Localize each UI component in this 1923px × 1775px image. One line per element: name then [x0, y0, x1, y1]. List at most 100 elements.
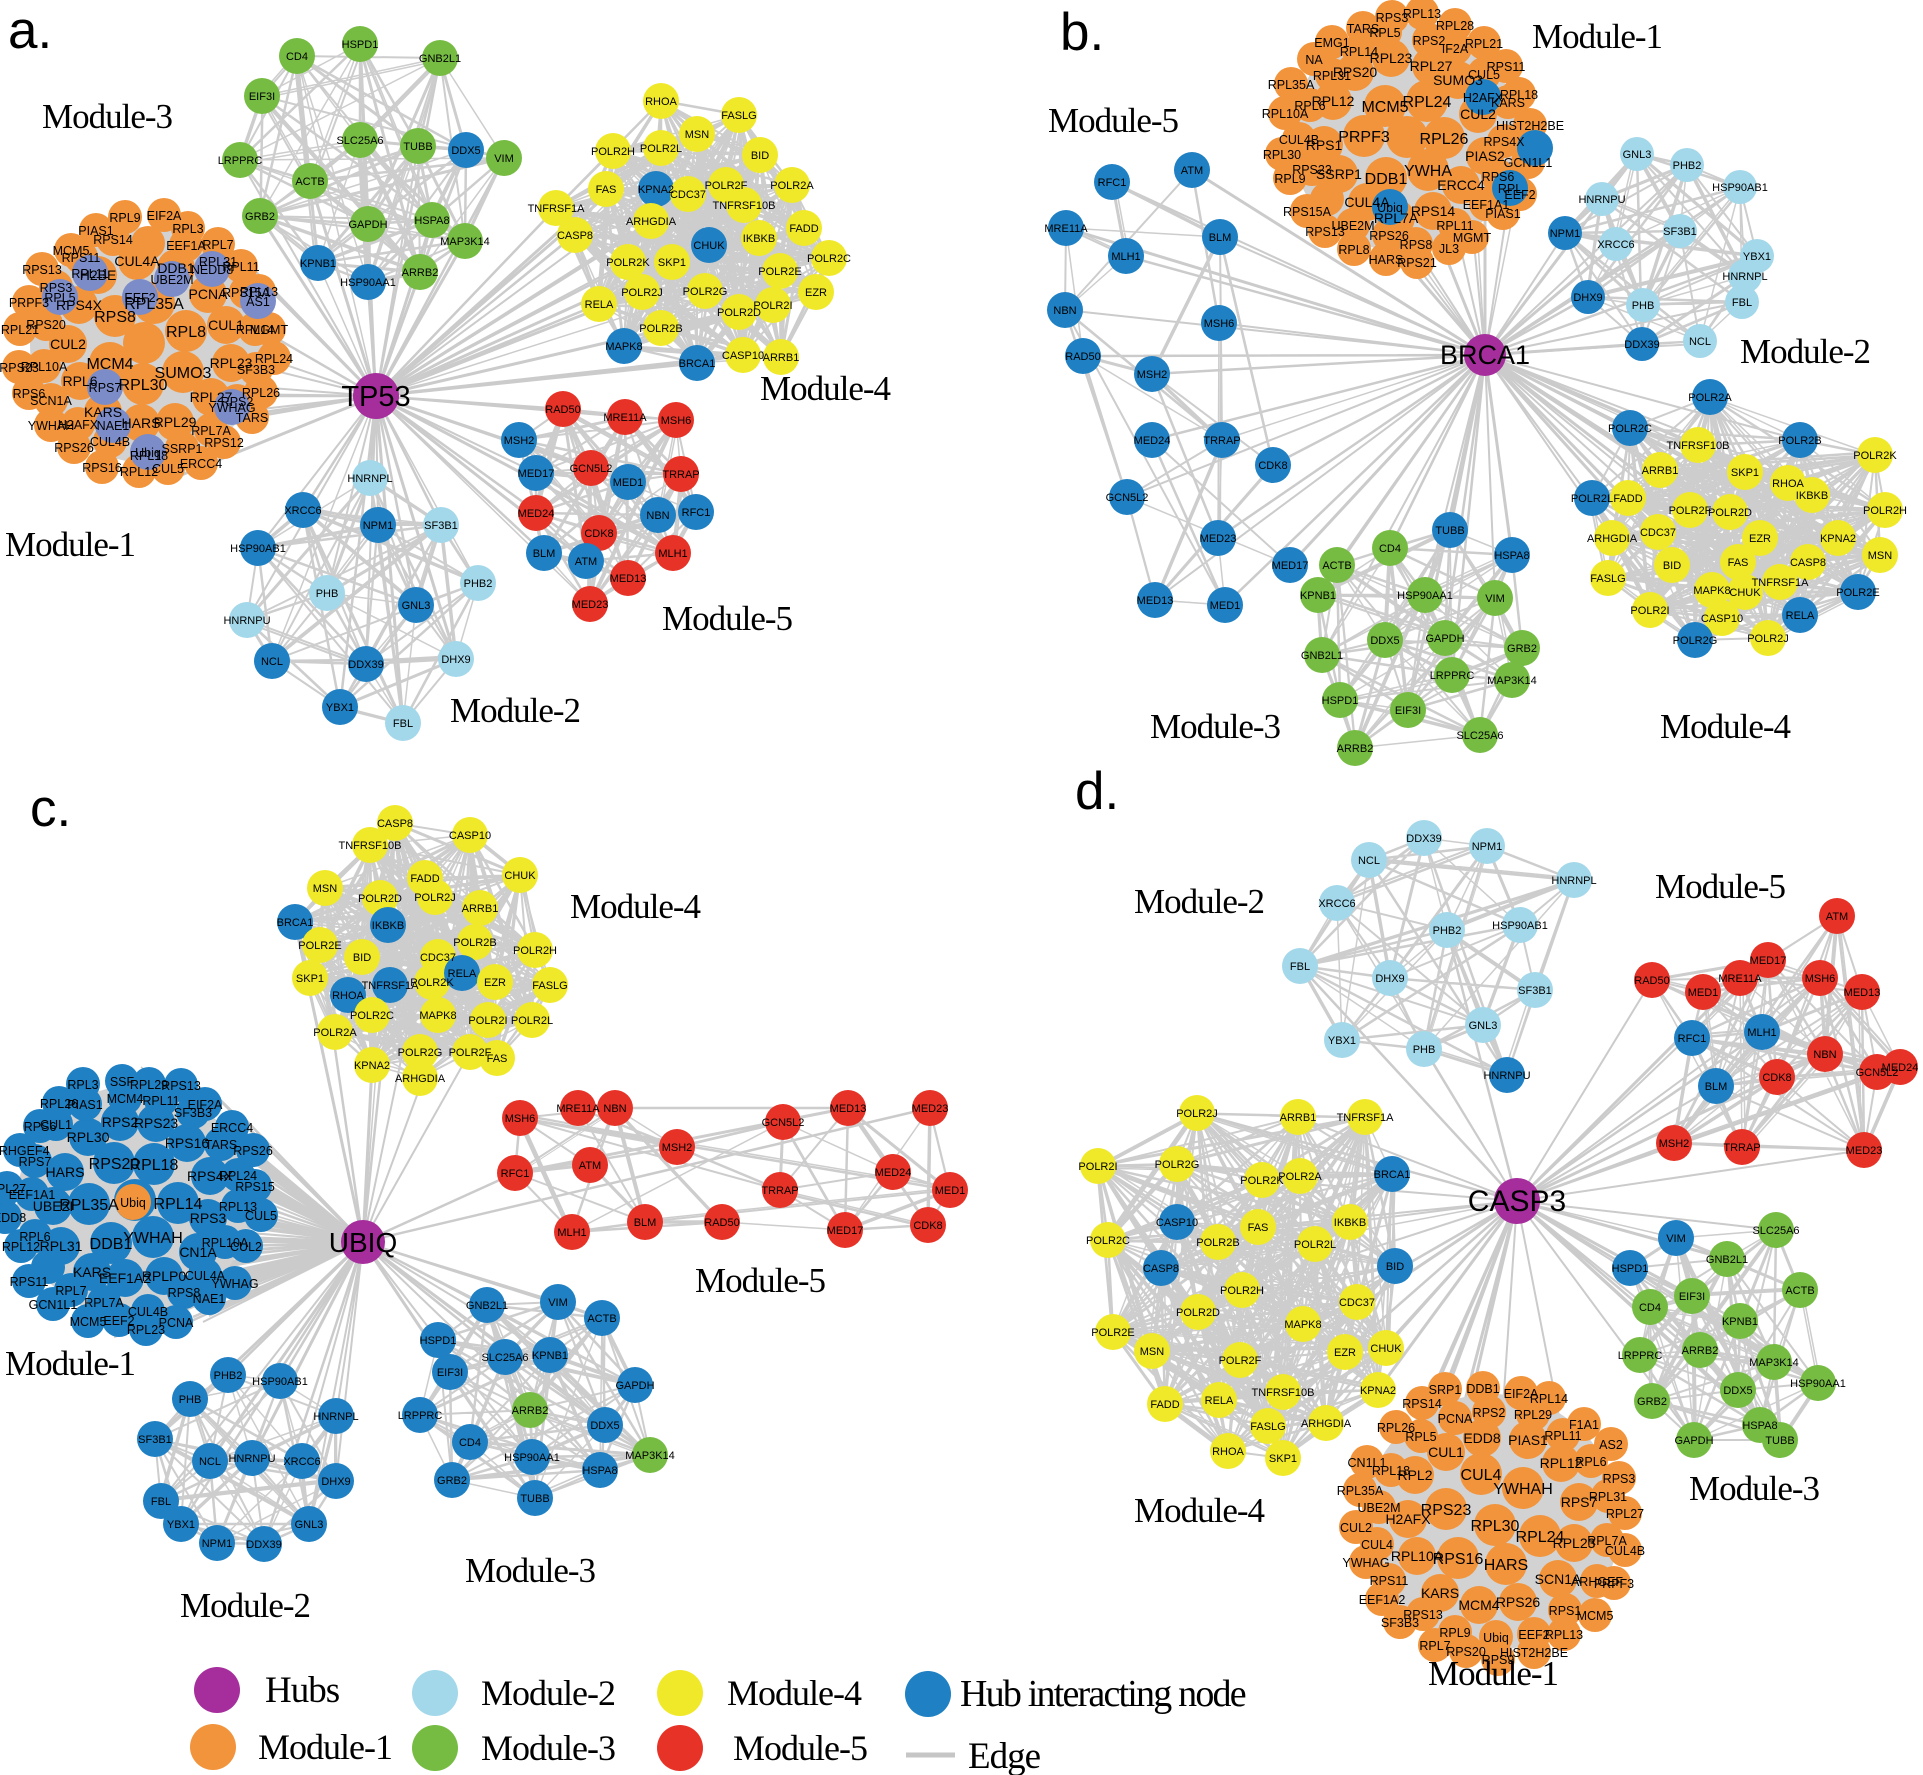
- svg-text:FBL: FBL: [393, 718, 413, 730]
- svg-text:RPL21: RPL21: [1465, 37, 1503, 51]
- svg-text:GRB2: GRB2: [437, 1475, 467, 1487]
- svg-text:POLR2A: POLR2A: [313, 1027, 357, 1039]
- svg-text:SKP1: SKP1: [1269, 1453, 1297, 1465]
- svg-text:Module-5: Module-5: [662, 599, 793, 638]
- svg-text:KPNB1: KPNB1: [1300, 590, 1336, 602]
- svg-text:PRPF3: PRPF3: [1594, 1577, 1634, 1591]
- svg-text:RPL11: RPL11: [222, 260, 259, 274]
- svg-text:RPL13: RPL13: [240, 285, 278, 299]
- svg-text:MED17: MED17: [518, 468, 555, 480]
- svg-text:RPS11: RPS11: [1370, 1574, 1409, 1588]
- svg-text:POLR2F: POLR2F: [449, 1047, 492, 1059]
- svg-text:ARRB1: ARRB1: [462, 903, 499, 915]
- svg-text:LRPPRC: LRPPRC: [218, 155, 263, 167]
- svg-text:MED1: MED1: [1210, 600, 1241, 612]
- svg-text:PIAS1: PIAS1: [78, 224, 113, 238]
- svg-text:FASLG: FASLG: [721, 110, 756, 122]
- svg-text:CUL5: CUL5: [1468, 68, 1500, 82]
- svg-text:RPL6: RPL6: [62, 373, 97, 389]
- svg-text:EZR: EZR: [1334, 1347, 1356, 1359]
- svg-text:Module-1: Module-1: [5, 1344, 135, 1383]
- svg-text:POLR2C: POLR2C: [807, 253, 851, 265]
- svg-text:POLR2B: POLR2B: [639, 323, 682, 335]
- svg-text:KPNB1: KPNB1: [532, 1350, 568, 1362]
- svg-text:RELA: RELA: [1786, 610, 1815, 622]
- svg-text:GCN1L1: GCN1L1: [1504, 156, 1553, 170]
- svg-text:KARS: KARS: [84, 404, 122, 420]
- svg-text:RPL35A: RPL35A: [124, 296, 184, 313]
- svg-text:TARS: TARS: [236, 411, 268, 425]
- svg-text:POLR2F: POLR2F: [1219, 1355, 1262, 1367]
- svg-text:NPM1: NPM1: [1550, 228, 1581, 240]
- svg-text:MCM5: MCM5: [70, 1315, 107, 1329]
- svg-text:DDB1: DDB1: [1466, 1382, 1499, 1396]
- svg-text:FADD: FADD: [1613, 493, 1642, 505]
- svg-text:HSP90AA1: HSP90AA1: [1397, 590, 1453, 602]
- svg-text:POLR2K: POLR2K: [606, 257, 650, 269]
- svg-text:MCM4: MCM4: [86, 356, 133, 373]
- svg-text:Module-5: Module-5: [1048, 101, 1179, 140]
- svg-text:HSP90AB1: HSP90AB1: [1712, 182, 1768, 194]
- svg-text:MAP3K14: MAP3K14: [625, 1450, 675, 1462]
- svg-text:EIF2A: EIF2A: [1504, 1387, 1539, 1401]
- svg-text:Hub interacting node: Hub interacting node: [960, 1673, 1246, 1715]
- svg-text:LRPPRC: LRPPRC: [1618, 1350, 1663, 1362]
- svg-text:RPS20: RPS20: [1333, 64, 1378, 80]
- svg-text:YWHA: YWHA: [1404, 163, 1452, 180]
- svg-text:DDB1: DDB1: [90, 1236, 133, 1253]
- svg-text:NPM1: NPM1: [202, 1538, 233, 1550]
- svg-text:HNRNPU: HNRNPU: [228, 1453, 275, 1465]
- svg-text:KPNA2: KPNA2: [354, 1060, 390, 1072]
- svg-text:RPL18: RPL18: [130, 449, 168, 463]
- svg-text:POLR2A: POLR2A: [1688, 392, 1732, 404]
- svg-text:DDX39: DDX39: [1406, 833, 1441, 845]
- svg-text:NAE1: NAE1: [97, 419, 130, 433]
- svg-text:ACTB: ACTB: [587, 1313, 616, 1325]
- svg-text:RPL: RPL: [1498, 182, 1522, 196]
- svg-text:RPS11: RPS11: [1487, 60, 1526, 74]
- svg-text:RPL31: RPL31: [40, 1238, 83, 1254]
- svg-text:TNFRSF1A: TNFRSF1A: [362, 980, 420, 992]
- svg-text:MED24: MED24: [875, 1167, 912, 1179]
- svg-text:CUL2: CUL2: [50, 336, 86, 352]
- svg-text:PHB: PHB: [316, 588, 339, 600]
- svg-text:FADD: FADD: [1150, 1399, 1179, 1411]
- svg-text:IKBKB: IKBKB: [1334, 1217, 1366, 1229]
- svg-text:MLH1: MLH1: [1747, 1027, 1776, 1039]
- svg-text:UBE2M: UBE2M: [150, 273, 193, 287]
- svg-text:MED13: MED13: [610, 573, 647, 585]
- svg-text:PHB2: PHB2: [1673, 160, 1702, 172]
- svg-text:POLR2D: POLR2D: [717, 307, 761, 319]
- svg-text:a.: a.: [8, 1, 52, 60]
- svg-text:UBE2M: UBE2M: [1357, 1501, 1400, 1515]
- svg-text:HSPA8: HSPA8: [1494, 550, 1529, 562]
- svg-text:RPL31: RPL31: [1313, 69, 1351, 83]
- svg-text:GNB2L1: GNB2L1: [1706, 1254, 1748, 1266]
- svg-text:POLR2L: POLR2L: [1294, 1239, 1336, 1251]
- svg-text:RPS23: RPS23: [1421, 1502, 1472, 1519]
- svg-text:MED24: MED24: [518, 508, 555, 520]
- svg-text:XRCC6: XRCC6: [1597, 239, 1634, 251]
- svg-text:d.: d.: [1075, 762, 1119, 821]
- svg-text:Ubiq: Ubiq: [1483, 1631, 1509, 1645]
- svg-text:Ubiq: Ubiq: [1377, 201, 1403, 215]
- svg-text:CHUK: CHUK: [504, 870, 536, 882]
- svg-text:POLR2I: POLR2I: [1630, 605, 1669, 617]
- svg-text:Module-3: Module-3: [1150, 707, 1281, 746]
- svg-text:RPL31: RPL31: [199, 255, 237, 269]
- svg-text:CDC37: CDC37: [1640, 527, 1676, 539]
- svg-text:RPL13: RPL13: [219, 1200, 257, 1214]
- svg-text:POLR2C: POLR2C: [1608, 423, 1652, 435]
- svg-text:GRB2: GRB2: [1507, 643, 1537, 655]
- svg-text:RPL27: RPL27: [0, 1182, 26, 1196]
- svg-text:XRCC6: XRCC6: [1318, 898, 1355, 910]
- svg-text:RPS15: RPS15: [235, 1180, 275, 1194]
- svg-text:EEF2: EEF2: [103, 1314, 134, 1328]
- svg-text:SLC25A6: SLC25A6: [1456, 730, 1503, 742]
- svg-text:Module-3: Module-3: [481, 1728, 615, 1768]
- svg-text:RPL5: RPL5: [1405, 1430, 1436, 1444]
- svg-text:CD4: CD4: [1379, 543, 1401, 555]
- svg-text:MAP3K14: MAP3K14: [1487, 675, 1537, 687]
- svg-text:H2BE: H2BE: [80, 267, 117, 283]
- svg-text:Module-2: Module-2: [1134, 882, 1264, 921]
